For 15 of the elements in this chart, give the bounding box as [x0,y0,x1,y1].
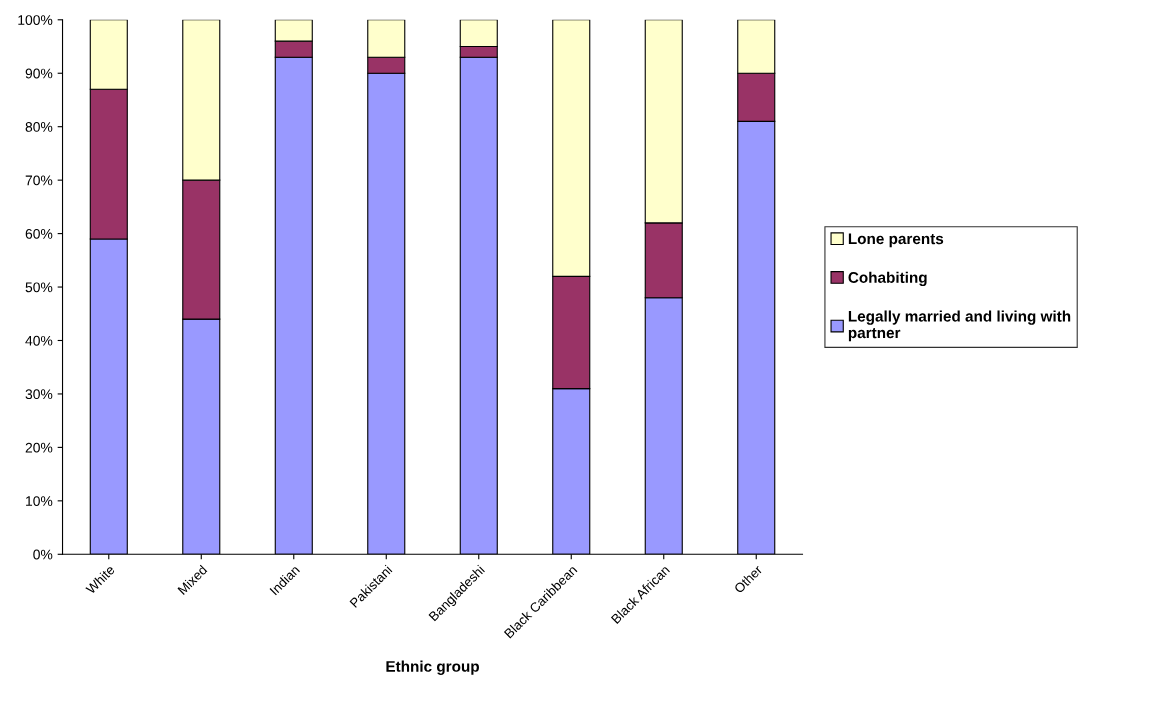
y-tick-label: 20% [25,442,53,453]
y-tick-label: 40% [25,335,53,346]
legend-label: Lone parents [848,233,944,248]
x-axis-title: Ethnic group [386,660,479,675]
y-tick-label: 100% [18,15,53,25]
y-tick-label: 30% [25,389,53,400]
legend-label: Legally married and living with partner [848,310,1071,342]
y-tick-label: 0% [33,549,53,560]
legend-label: Cohabiting [848,271,927,287]
y-tick-label: 70% [25,175,53,186]
y-tick-label: 50% [25,282,53,293]
y-tick-label: 10% [26,496,53,507]
y-tick-label: 80% [25,122,53,132]
y-tick-label: 90% [25,68,53,79]
y-tick-label: 60% [25,228,53,239]
